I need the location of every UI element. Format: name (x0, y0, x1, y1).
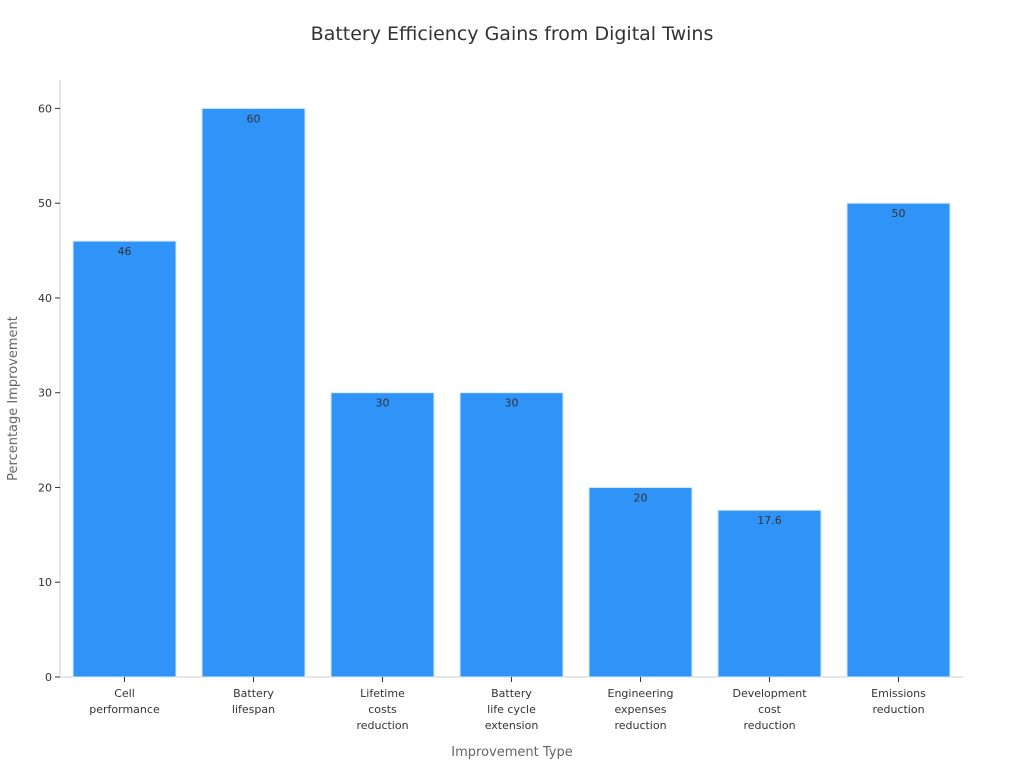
bar (201, 107, 306, 678)
y-tick-label: 30 (38, 387, 52, 400)
bar (459, 392, 564, 678)
bar (72, 240, 177, 678)
chart-title: Battery Efficiency Gains from Digital Tw… (311, 23, 714, 45)
x-tick-label: Development cost reduction (732, 687, 807, 732)
data-label: 30 (505, 397, 519, 410)
y-tick-label: 50 (38, 197, 52, 210)
y-tick-label: 20 (38, 481, 52, 494)
y-tick-label: 0 (45, 671, 52, 684)
x-tick-label: Battery lifespan (232, 687, 275, 716)
data-label: 20 (634, 491, 648, 504)
x-axis-title: Improvement Type (451, 745, 572, 760)
bar (330, 392, 435, 678)
bar (588, 486, 693, 678)
data-label: 46 (118, 245, 132, 258)
x-tick-label: Emissions reduction (871, 687, 926, 716)
x-tick-label: Lifetime costs reduction (356, 687, 408, 732)
y-tick-label: 40 (38, 292, 52, 305)
x-tick-label: Cell performance (89, 687, 160, 716)
bar (717, 509, 822, 678)
x-tick-label: Engineering expenses reduction (608, 687, 674, 732)
data-label: 17.6 (757, 514, 782, 527)
y-axis-title: Percentage Improvement (6, 316, 21, 481)
bar (846, 202, 951, 678)
y-tick-label: 60 (38, 102, 52, 115)
x-tick-label: Battery life cycle extension (485, 687, 539, 732)
data-label: 50 (892, 207, 906, 220)
data-label: 30 (376, 397, 390, 410)
y-tick-label: 10 (38, 576, 52, 589)
data-label: 60 (247, 112, 261, 125)
